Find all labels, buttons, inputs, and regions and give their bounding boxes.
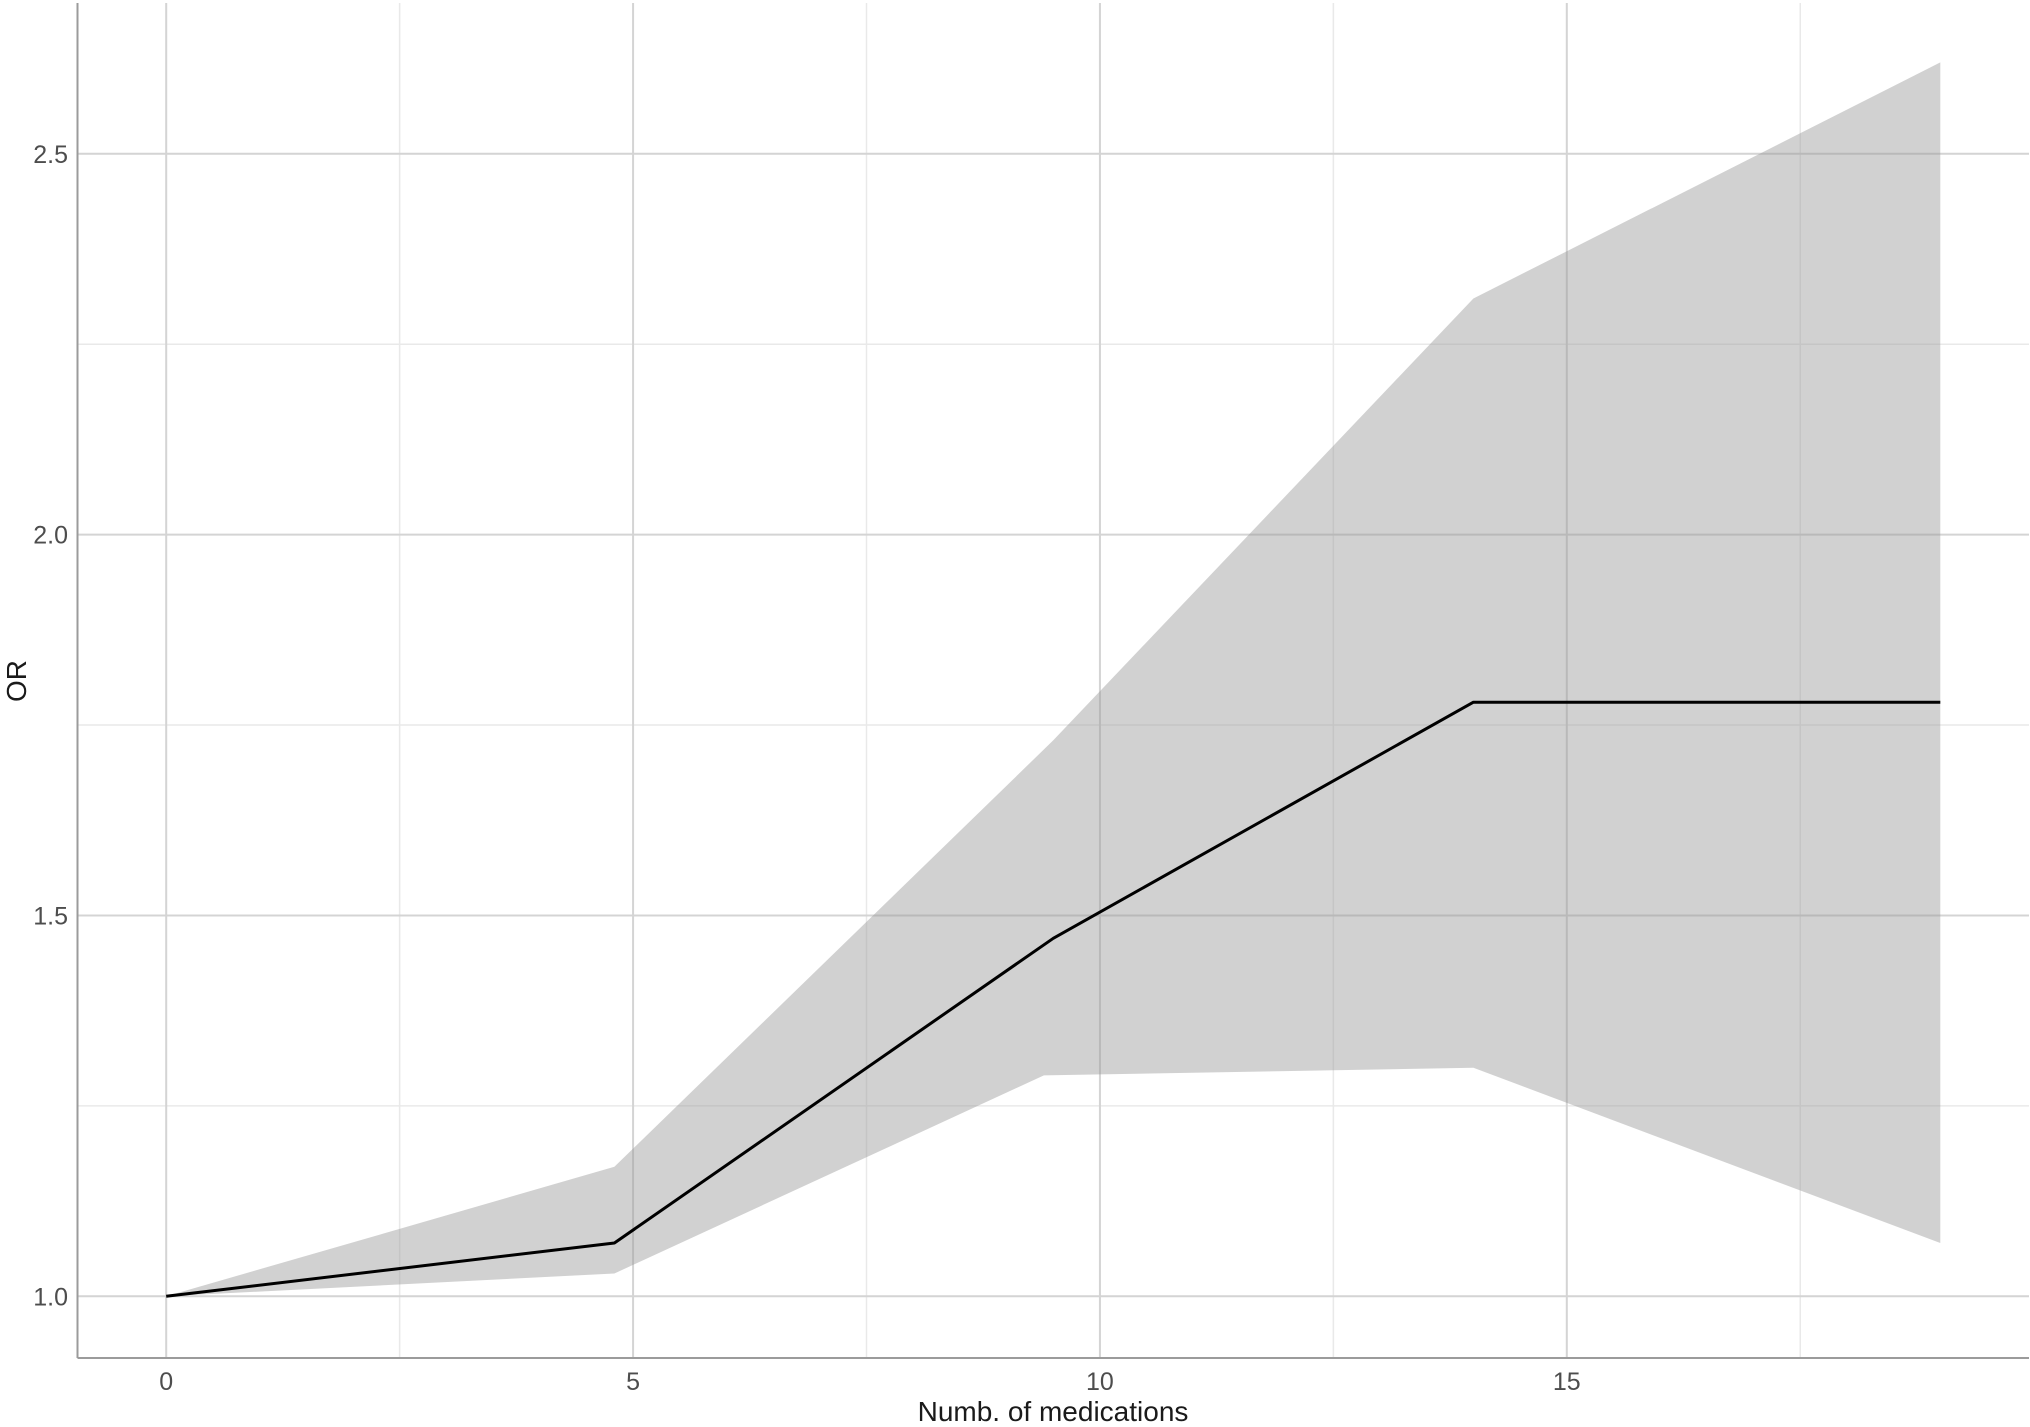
x-tick-label: 0: [159, 1368, 173, 1396]
confidence-ribbon: [166, 62, 1941, 1297]
x-tick-label: 15: [1553, 1368, 1581, 1396]
x-tick-label: 10: [1086, 1368, 1114, 1396]
x-axis-title: Numb. of medications: [917, 1396, 1189, 1427]
y-tick-label: 2.5: [33, 141, 68, 169]
y-tick-label: 2.0: [33, 522, 68, 550]
y-tick-label: 1.0: [33, 1283, 68, 1311]
x-tick-label: 5: [626, 1368, 640, 1396]
y-tick-label: 1.5: [33, 902, 68, 930]
y-axis-title: OR: [1, 660, 32, 702]
or-line: [166, 700, 1941, 1298]
